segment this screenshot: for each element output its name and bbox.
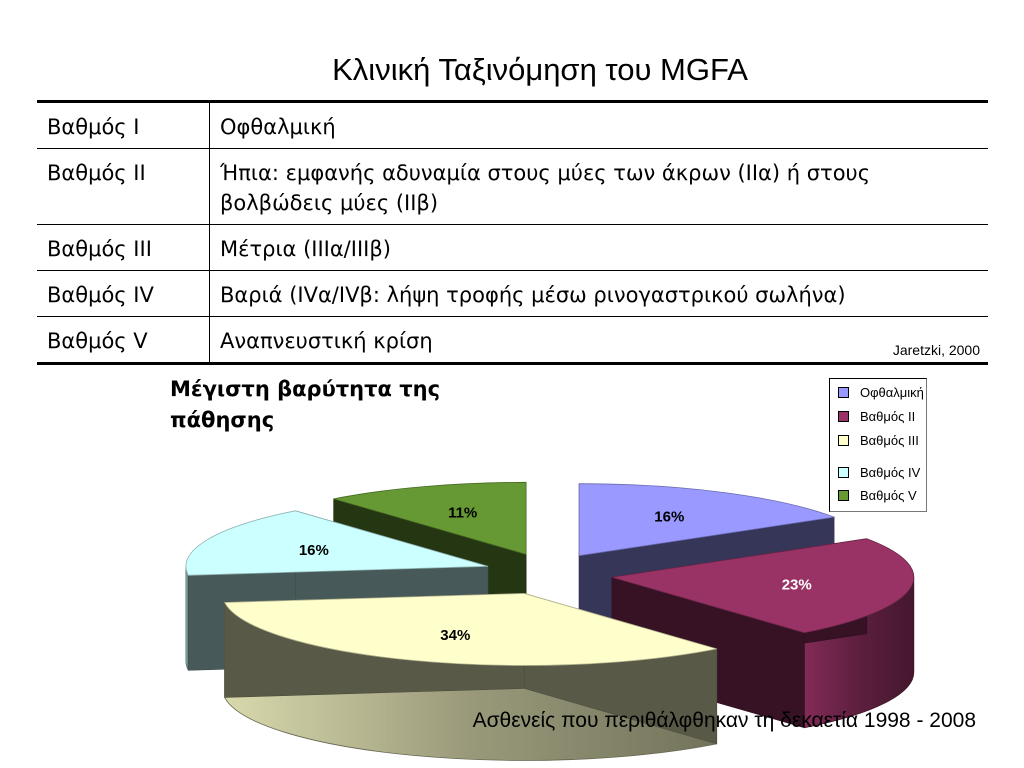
legend-item: Βαθμός IV: [838, 463, 920, 481]
grade-cell: Βαθμός I: [37, 101, 210, 149]
slice-side: [185, 566, 189, 671]
slice-top: [611, 538, 915, 634]
table-row: Βαθμός V Αναπνευστική κρίση Jaretzki, 20…: [37, 316, 989, 364]
legend-swatch: [838, 434, 849, 446]
slice-top: [333, 481, 527, 555]
table-row: Βαθμός I Οφθαλμική: [37, 101, 988, 149]
grade-cell: Βαθμός II: [37, 148, 210, 225]
legend-swatch: [838, 410, 849, 422]
slice-top: [578, 483, 836, 557]
description-cell: Οφθαλμική: [220, 115, 336, 139]
description-cell: Μέτρια (ΙΙΙα/ΙΙΙβ): [220, 237, 391, 261]
slice-value-label: 34%: [440, 627, 470, 644]
slide-title: Κλινική Ταξινόμηση του MGFA: [332, 52, 748, 87]
legend-item: Βαθμός II: [838, 407, 915, 425]
legend-item: Βαθμός V: [838, 486, 917, 504]
legend-swatch: [838, 386, 849, 398]
table-row: Βαθμός III Μέτρια (ΙΙΙα/ΙΙΙβ): [37, 224, 988, 271]
legend-label: Οφθαλμική: [860, 384, 924, 400]
grade-cell: Βαθμός IV: [37, 270, 210, 317]
slice-value-label: 16%: [654, 509, 684, 526]
table-row: Βαθμός IV Βαριά (IVα/IVβ: λήψη τροφής μέ…: [37, 270, 988, 317]
description-cell: Αναπνευστική κρίση Jaretzki, 2000: [210, 317, 989, 364]
legend-label: Βαθμός IV: [860, 464, 921, 480]
table-row: Βαθμός II Ήπια: εμφανής αδυναμία στους μ…: [37, 148, 988, 225]
slice-top: [185, 510, 489, 576]
description-text: Αναπνευστική κρίση: [220, 329, 433, 353]
legend-item: Βαθμός III: [838, 431, 919, 449]
footer-note: Ασθενείς που περιθάλφθηκαν τη δεκαετία 1…: [472, 709, 976, 732]
citation: Jaretzki, 2000: [892, 342, 980, 358]
grade-cell: Βαθμός V: [37, 316, 210, 364]
pie-slice: [223, 593, 718, 761]
slice-value-label: 16%: [299, 542, 329, 559]
legend-swatch: [838, 489, 849, 501]
mgfa-classification-table: Βαθμός I Οφθαλμική Βαθμός II Ήπια: εμφαν…: [37, 100, 988, 365]
legend-swatch: [838, 466, 849, 478]
chart-title: Μέγιστη βαρύτητα της πάθησης: [170, 377, 441, 432]
description-cell: Ήπια: εμφανής αδυναμία στους μύες των άκ…: [220, 161, 871, 215]
slice-value-label: 11%: [448, 504, 477, 521]
chart-legend: Οφθαλμική Βαθμός II Βαθμός III Βαθμός IV…: [829, 378, 927, 512]
description-cell: Βαριά (IVα/IVβ: λήψη τροφής μέσω ρινογασ…: [220, 283, 846, 307]
slice-top: [223, 593, 717, 666]
legend-label: Βαθμός III: [860, 432, 919, 448]
legend-label: Βαθμός V: [860, 487, 917, 503]
grade-cell: Βαθμός III: [37, 224, 210, 271]
slice-value-label: 23%: [782, 576, 812, 593]
legend-item: Οφθαλμική: [838, 383, 924, 401]
legend-label: Βαθμός II: [860, 408, 916, 424]
